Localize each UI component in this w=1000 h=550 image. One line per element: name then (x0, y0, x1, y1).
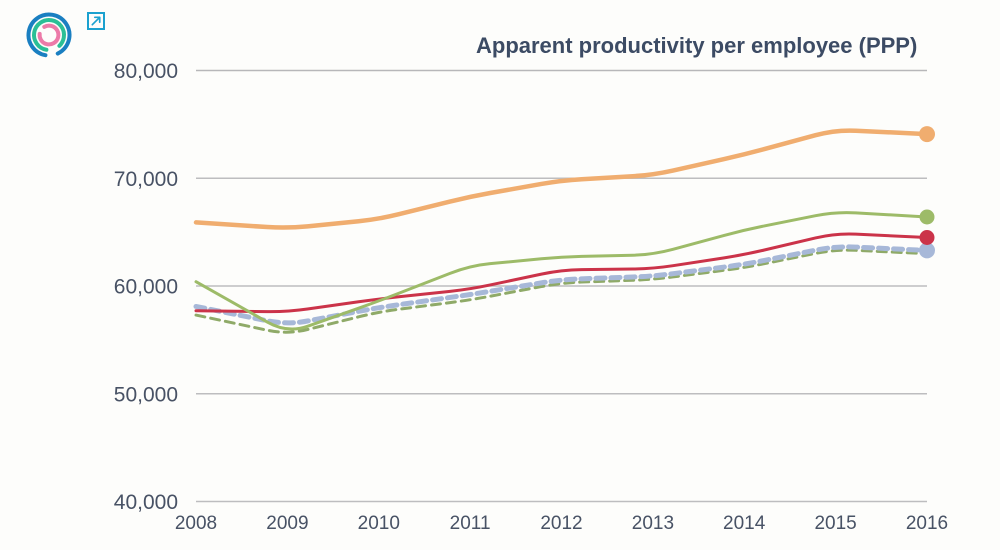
svg-text:80,000: 80,000 (114, 60, 178, 83)
svg-text:2009: 2009 (266, 513, 308, 534)
svg-text:2011: 2011 (450, 513, 491, 534)
svg-text:2016: 2016 (906, 513, 948, 534)
svg-text:2010: 2010 (358, 513, 400, 534)
svg-text:70,000: 70,000 (114, 168, 178, 191)
svg-text:2014: 2014 (723, 513, 766, 534)
svg-text:40,000: 40,000 (114, 491, 178, 514)
svg-text:2015: 2015 (814, 513, 856, 534)
svg-text:50,000: 50,000 (114, 383, 178, 406)
svg-text:60,000: 60,000 (114, 276, 178, 299)
svg-text:2008: 2008 (175, 513, 217, 534)
svg-text:2013: 2013 (632, 513, 674, 534)
svg-text:2012: 2012 (540, 513, 582, 534)
